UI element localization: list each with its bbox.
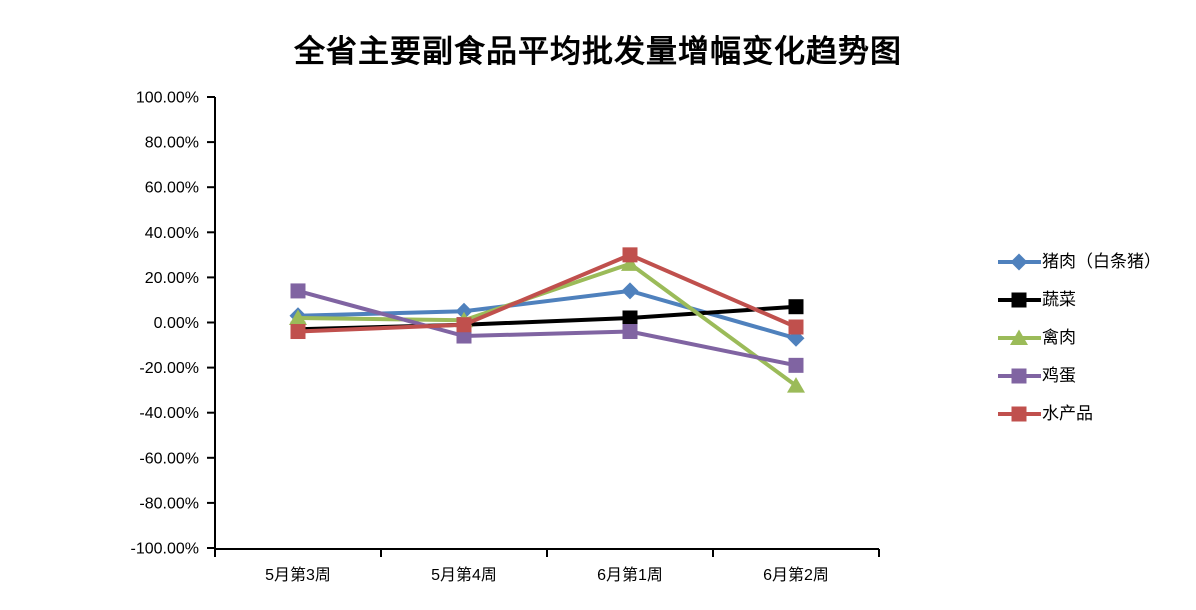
svg-text:20.00%: 20.00% [145, 270, 199, 287]
legend-label-aquatic: 水产品 [1042, 404, 1093, 423]
svg-text:6月第1周: 6月第1周 [597, 566, 663, 584]
legend-label-pork: 猪肉（白条猪） [1042, 252, 1161, 271]
svg-text:-80.00%: -80.00% [139, 495, 199, 512]
legend-item-aquatic: 水产品 [997, 404, 1161, 424]
svg-text:-100.00%: -100.00% [131, 541, 200, 558]
svg-text:6月第2周: 6月第2周 [763, 566, 829, 584]
legend-item-eggs: 鸡蛋 [997, 366, 1161, 386]
legend-item-poultry: 禽肉 [997, 328, 1161, 348]
svg-text:0.00%: 0.00% [154, 315, 199, 332]
svg-text:100.00%: 100.00% [136, 90, 199, 107]
poultry-series-legend-icon [998, 329, 1041, 345]
svg-text:60.00%: 60.00% [145, 180, 199, 197]
legend-label-eggs: 鸡蛋 [1042, 366, 1076, 385]
legend-label-vegetables: 蔬菜 [1042, 290, 1076, 309]
legend-label-poultry: 禽肉 [1042, 328, 1076, 347]
eggs-series-legend-icon [998, 368, 1041, 384]
legend-item-pork: 猪肉（白条猪） [997, 252, 1161, 272]
svg-text:40.00%: 40.00% [145, 225, 199, 242]
svg-text:80.00%: 80.00% [145, 135, 199, 152]
aquatic-series-legend-icon [998, 406, 1041, 422]
svg-text:-60.00%: -60.00% [139, 450, 199, 467]
legend-item-vegetables: 蔬菜 [997, 290, 1161, 310]
svg-text:5月第3周: 5月第3周 [265, 566, 331, 584]
svg-text:-20.00%: -20.00% [139, 360, 199, 377]
svg-text:-40.00%: -40.00% [139, 405, 199, 422]
svg-text:5月第4周: 5月第4周 [431, 566, 497, 584]
pork-series-legend-icon [998, 253, 1041, 271]
legend: 猪肉（白条猪） 蔬菜 禽肉 鸡蛋 水产品 [997, 252, 1161, 442]
chart-title: 全省主要副食品平均批发量增幅变化趋势图 [294, 34, 902, 69]
vegetables-series-legend-icon [998, 292, 1041, 308]
